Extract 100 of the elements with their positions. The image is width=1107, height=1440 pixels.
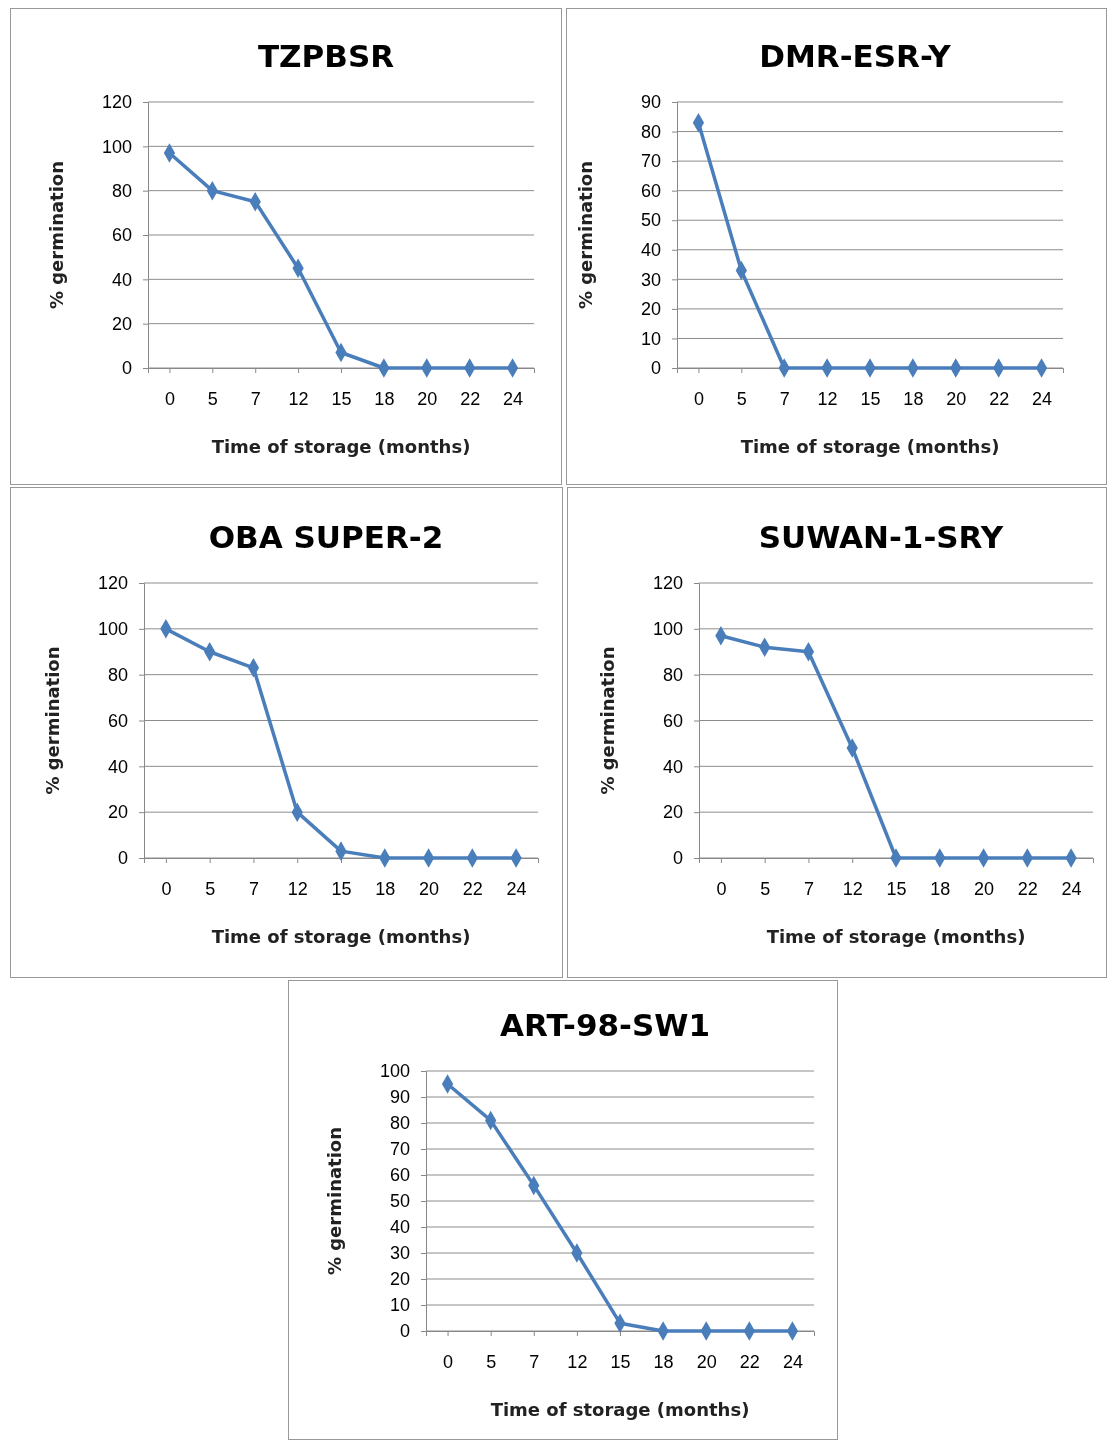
x-tick-label: 18: [930, 878, 951, 899]
y-tick-label: 20: [662, 802, 683, 823]
y-tick-label: 40: [640, 240, 661, 261]
y-tick-label: 80: [662, 664, 683, 685]
x-tick-label: 0: [716, 878, 727, 899]
x-tick-label: 15: [331, 878, 352, 899]
y-tick-label: 40: [389, 1217, 410, 1238]
y-tick-label: 20: [640, 299, 661, 320]
x-tick-label: 15: [860, 388, 881, 409]
y-tick-label: 50: [640, 210, 661, 231]
chart-title: DMR-ESR-Y: [759, 38, 952, 74]
x-tick-label: 15: [610, 1351, 631, 1372]
y-tick-label: 70: [389, 1139, 410, 1160]
y-tick-label: 0: [117, 848, 128, 869]
y-tick-label: 120: [97, 573, 128, 594]
x-tick-label: 7: [529, 1351, 540, 1372]
y-tick-label: 20: [111, 313, 132, 334]
x-tick-label: 0: [443, 1351, 454, 1372]
x-tick-label: 5: [760, 878, 771, 899]
x-tick-label: 24: [506, 878, 527, 899]
x-tick-label: 12: [817, 388, 838, 409]
x-tick-label: 24: [782, 1351, 803, 1372]
y-axis-title: % germination: [46, 160, 67, 310]
y-tick-label: 80: [389, 1113, 410, 1134]
y-tick-label: 40: [662, 756, 683, 777]
chart-title: SUWAN-1-SRY: [758, 519, 1004, 555]
y-tick-label: 90: [389, 1087, 410, 1108]
x-tick-label: 12: [842, 878, 863, 899]
y-tick-label: 60: [389, 1165, 410, 1186]
x-tick-label: 18: [653, 1351, 674, 1372]
y-tick-label: 0: [650, 358, 661, 379]
y-tick-label: 10: [389, 1295, 410, 1316]
y-tick-label: 100: [379, 1061, 410, 1082]
x-axis-title: Time of storage (months): [211, 926, 471, 947]
y-tick-label: 10: [640, 328, 661, 349]
x-tick-label: 0: [693, 388, 704, 409]
y-tick-label: 80: [111, 180, 132, 201]
x-axis-title: Time of storage (months): [211, 436, 471, 457]
y-tick-label: 100: [97, 619, 128, 640]
x-axis-title: Time of storage (months): [490, 1399, 750, 1420]
x-axis-title: Time of storage (months): [766, 926, 1026, 947]
y-axis-title: % germination: [575, 160, 596, 310]
chart-title: TZPBSR: [257, 38, 395, 74]
y-tick-label: 40: [111, 269, 132, 290]
x-tick-label: 22: [1017, 878, 1038, 899]
y-tick-label: 0: [399, 1321, 410, 1342]
x-tick-label: 15: [886, 878, 907, 899]
y-tick-label: 20: [389, 1269, 410, 1290]
x-tick-label: 20: [974, 878, 995, 899]
x-tick-label: 20: [696, 1351, 717, 1372]
y-tick-label: 0: [672, 848, 683, 869]
y-axis-title: % germination: [597, 646, 618, 795]
y-tick-label: 20: [107, 802, 128, 823]
y-tick-label: 70: [640, 151, 661, 172]
y-tick-label: 90: [640, 92, 661, 113]
y-tick-label: 120: [652, 573, 683, 594]
x-tick-label: 24: [1032, 388, 1053, 409]
x-tick-label: 5: [207, 388, 218, 409]
y-tick-label: 80: [107, 664, 128, 685]
y-tick-label: 60: [640, 180, 661, 201]
x-tick-label: 7: [248, 878, 259, 899]
x-tick-label: 5: [205, 878, 216, 899]
y-tick-label: 60: [111, 225, 132, 246]
x-tick-label: 20: [946, 388, 967, 409]
x-tick-label: 12: [287, 878, 308, 899]
x-tick-label: 0: [161, 878, 172, 899]
x-tick-label: 7: [250, 388, 261, 409]
x-axis-title: Time of storage (months): [740, 436, 1000, 457]
x-tick-label: 22: [739, 1351, 760, 1372]
x-tick-label: 24: [503, 388, 524, 409]
x-tick-label: 22: [989, 388, 1010, 409]
x-tick-label: 15: [331, 388, 352, 409]
x-tick-label: 22: [462, 878, 483, 899]
y-tick-label: 60: [662, 710, 683, 731]
x-tick-label: 5: [736, 388, 747, 409]
y-tick-label: 100: [652, 619, 683, 640]
x-tick-label: 18: [375, 878, 396, 899]
y-tick-label: 100: [101, 136, 132, 157]
y-tick-label: 0: [121, 358, 132, 379]
x-tick-label: 12: [288, 388, 309, 409]
y-tick-label: 30: [640, 269, 661, 290]
x-tick-label: 18: [374, 388, 395, 409]
x-tick-label: 5: [486, 1351, 497, 1372]
x-tick-label: 7: [779, 388, 790, 409]
y-axis-title: % germination: [42, 646, 63, 795]
x-tick-label: 20: [417, 388, 438, 409]
y-tick-label: 40: [107, 756, 128, 777]
x-tick-label: 22: [460, 388, 481, 409]
y-axis-title: % germination: [324, 1126, 345, 1276]
x-tick-label: 18: [903, 388, 924, 409]
y-tick-label: 50: [389, 1191, 410, 1212]
x-tick-label: 0: [164, 388, 175, 409]
x-tick-label: 7: [803, 878, 814, 899]
x-tick-label: 12: [567, 1351, 588, 1372]
x-tick-label: 20: [419, 878, 440, 899]
chart-title: ART-98-SW1: [499, 1007, 711, 1043]
x-tick-label: 24: [1061, 878, 1082, 899]
chart-title: OBA SUPER-2: [208, 519, 444, 555]
y-tick-label: 120: [101, 92, 132, 113]
y-tick-label: 80: [640, 121, 661, 142]
